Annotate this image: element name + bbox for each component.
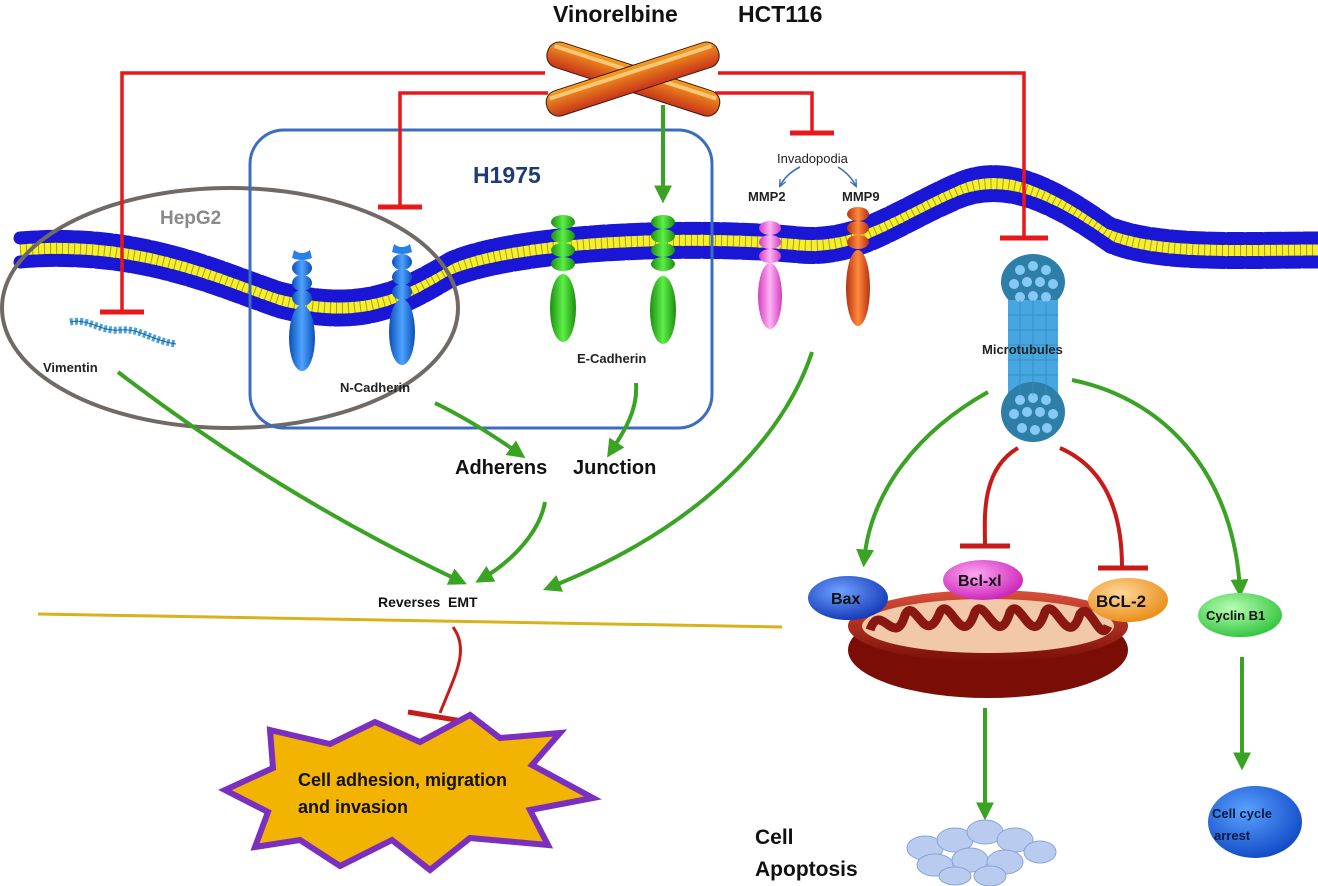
mmp9-icon	[846, 207, 870, 326]
cell-adhesion-starburst	[218, 711, 602, 874]
bax-protein	[808, 576, 888, 620]
arrow-microtubules-to-cyclin	[1071, 378, 1249, 598]
e-cadherin-label: E-Cadherin	[577, 351, 646, 366]
n-cadherin-label: N-Cadherin	[340, 380, 410, 395]
cell-adhesion-label-line2: and invasion	[298, 797, 408, 817]
inhibit-emt-line	[438, 626, 463, 714]
cell-apoptosis-label-line2: Apoptosis	[755, 858, 858, 881]
mitochondrion-icon	[848, 590, 1128, 698]
cell-adhesion-label-line1: Cell adhesion, migration	[298, 770, 507, 790]
inhibit-invadopodia-line	[715, 91, 814, 133]
arrow-microtubules-to-bax	[856, 390, 989, 568]
bcl-xl-label: Bcl-xl	[958, 573, 1002, 590]
arrow-mmp-to-emt	[542, 351, 814, 592]
cell-membrane	[13, 165, 1318, 327]
e-cadherin-icon	[550, 215, 676, 344]
invadopodia-arrows	[780, 166, 856, 186]
arrow-adherens-to-emt	[475, 501, 547, 583]
inhibit-bcl2-line	[1059, 446, 1124, 568]
inhibit-microtubules-line	[718, 71, 1026, 238]
mmp2-label: MMP2	[748, 189, 786, 204]
arrow-vimentin-to-emt	[116, 370, 467, 585]
inhibit-vimentin-line	[120, 71, 545, 312]
cell-cycle-arrest-label-line2: arrest	[1214, 828, 1251, 843]
divider-line	[37, 612, 783, 629]
microtubule-icon	[1001, 254, 1065, 442]
invadopodia-label: Invadopodia	[777, 151, 849, 166]
vinorelbine-drug-icon	[545, 41, 721, 117]
hepg2-region	[0, 186, 460, 430]
arrow-ncadherin-to-adherens	[434, 401, 526, 459]
cell-apoptosis-label-line1: Cell	[755, 826, 794, 849]
reverses-emt-label: Reverses EMT	[378, 594, 478, 610]
inhibit-bclxl-line	[982, 446, 1020, 546]
inhibit-emt-bar	[407, 709, 463, 724]
n-cadherin-icon	[289, 244, 415, 371]
bax-label: Bax	[831, 591, 860, 608]
bcl-2-protein	[1088, 578, 1168, 622]
bcl-xl-protein	[943, 560, 1023, 600]
arrow-ecadherin-to-junction	[607, 382, 639, 458]
junction-label: Junction	[573, 457, 656, 479]
inhibition-lines	[100, 71, 1148, 724]
activation-arrows	[116, 105, 1251, 821]
mmp9-label: MMP9	[842, 189, 880, 204]
hct116-label: HCT116	[738, 1, 822, 27]
bcl-2-label: BCL-2	[1096, 592, 1146, 611]
cyclin-b1-label: Cyclin B1	[1206, 608, 1265, 623]
vimentin-label: Vimentin	[43, 360, 98, 375]
inhibit-ncadherin-line	[398, 91, 548, 207]
apoptotic-bodies-icon	[906, 819, 1057, 886]
cyclin-b1-protein	[1198, 593, 1282, 637]
cell-cycle-arrest-oval	[1208, 786, 1302, 858]
vimentin-filament-icon	[69, 317, 177, 348]
cell-cycle-arrest-label-line1: Cell cycle	[1212, 806, 1272, 821]
drug-label: Vinorelbine	[553, 1, 678, 27]
mmp2-icon	[758, 221, 782, 329]
microtubules-label: Microtubules	[982, 342, 1063, 357]
hepg2-label: HepG2	[160, 208, 221, 229]
h1975-label: H1975	[473, 162, 541, 188]
adherens-label: Adherens	[455, 457, 547, 479]
